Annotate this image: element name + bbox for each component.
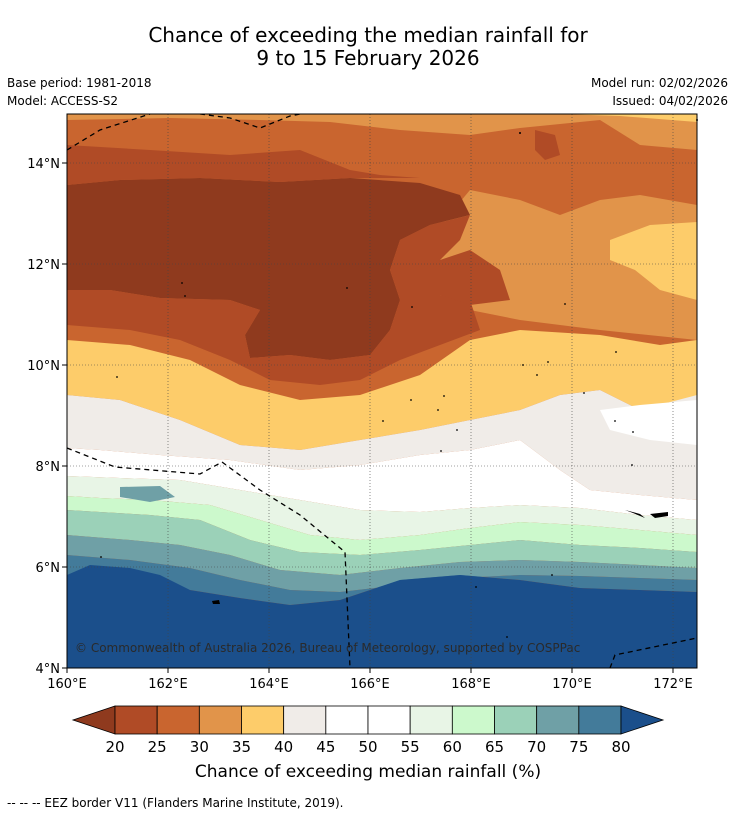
y-tick-label: 8°N	[36, 460, 61, 475]
x-axis-labels: 160°E 162°E 164°E 166°E 168°E 170°E 172°…	[47, 677, 693, 692]
colorbar-tick-label: 60	[443, 738, 462, 756]
x-tick-label: 166°E	[350, 677, 390, 692]
gridlines	[67, 114, 697, 668]
colorbar-segment	[409, 705, 453, 735]
contour-band-50	[67, 440, 697, 520]
colorbar-segment	[451, 705, 495, 735]
x-tick-label: 160°E	[47, 677, 87, 692]
contour-band-60	[67, 496, 697, 555]
colorbar-segment	[241, 705, 285, 735]
colorbar-segment	[494, 705, 538, 735]
y-tick-label: 12°N	[27, 258, 60, 273]
model-run: Model run: 02/02/2026	[590, 76, 728, 90]
contour-band-65	[67, 510, 697, 575]
y-tick-label: 10°N	[27, 359, 60, 374]
eez-footnote: -- -- -- EEZ border V11 (Flanders Marine…	[7, 796, 344, 810]
y-tick-label: 14°N	[27, 157, 60, 172]
eez-border	[67, 114, 697, 668]
model-name: Model: ACCESS-S2	[7, 94, 119, 108]
contour-band-80	[67, 565, 697, 668]
colorbar-tick-label: 20	[105, 738, 124, 756]
y-tick-label: 6°N	[36, 561, 61, 576]
colorbar-segment	[578, 705, 622, 735]
contour-band-55	[67, 476, 697, 540]
contour-band-70-spot	[120, 486, 175, 502]
contour-band-45	[67, 390, 697, 500]
colorbar-extend-high	[620, 705, 665, 735]
map-title-line1: Chance of exceeding the median rainfall …	[148, 23, 588, 47]
colorbar-tick-label: 70	[527, 738, 546, 756]
colorbar-segment	[198, 705, 242, 735]
colorbar-segment	[156, 705, 200, 735]
contour-fills	[67, 114, 697, 668]
x-tick-label: 172°E	[653, 677, 693, 692]
x-tick-label: 162°E	[148, 677, 188, 692]
contour-band-40-top	[67, 114, 697, 122]
colorbar-tick-label: 55	[401, 738, 420, 756]
issued-date: Issued: 04/02/2026	[612, 94, 728, 108]
colorbar-tick-label: 35	[232, 738, 251, 756]
colorbar-segment	[325, 705, 369, 735]
colorbar-segment	[283, 705, 327, 735]
colorbar-tick-label: 25	[148, 738, 167, 756]
colorbar-tick-label: 75	[569, 738, 588, 756]
colorbar	[71, 705, 665, 735]
x-tick-label: 170°E	[552, 677, 592, 692]
colorbar-tick-label: 80	[611, 738, 630, 756]
x-tick-label: 164°E	[249, 677, 289, 692]
contour-band-25-north	[67, 145, 450, 190]
contour-band-70	[67, 535, 697, 592]
copyright-text: © Commonwealth of Australia 2026, Bureau…	[75, 641, 580, 655]
contour-band-40-east	[610, 222, 697, 300]
colorbar-segment	[114, 705, 158, 735]
colorbar-extend-low	[71, 705, 116, 735]
colorbar-tick-label: 45	[316, 738, 335, 756]
y-tick-label: 4°N	[36, 662, 61, 677]
y-axis-ticks	[62, 162, 67, 669]
colorbar-segment	[536, 705, 580, 735]
y-axis-labels: 14°N 12°N 10°N 8°N 6°N 4°N	[27, 157, 60, 677]
x-axis-ticks	[66, 668, 674, 673]
colorbar-tick-label: 40	[274, 738, 293, 756]
plot-frame	[66, 113, 698, 669]
colorbar-tick-label: 30	[190, 738, 209, 756]
colorbar-labels: 20 25 30 35 40 45 50 55 60 65 70 75 80	[105, 738, 630, 756]
contour-band-20	[67, 178, 470, 360]
contour-band-40	[67, 330, 697, 450]
map-title-line2: 9 to 15 February 2026	[256, 46, 480, 70]
colorbar-tick-label: 65	[485, 738, 504, 756]
islands	[100, 119, 698, 638]
contour-band-25-south	[67, 215, 480, 385]
colorbar-title: Chance of exceeding median rainfall (%)	[194, 762, 542, 782]
x-tick-label: 168°E	[451, 677, 491, 692]
contour-band-25-spot	[535, 130, 560, 160]
contour-band-35-top	[67, 114, 697, 150]
base-period: Base period: 1981-2018	[7, 76, 152, 90]
colorbar-tick-label: 50	[358, 738, 377, 756]
colorbar-segment	[367, 705, 411, 735]
contour-band-75	[67, 555, 697, 605]
